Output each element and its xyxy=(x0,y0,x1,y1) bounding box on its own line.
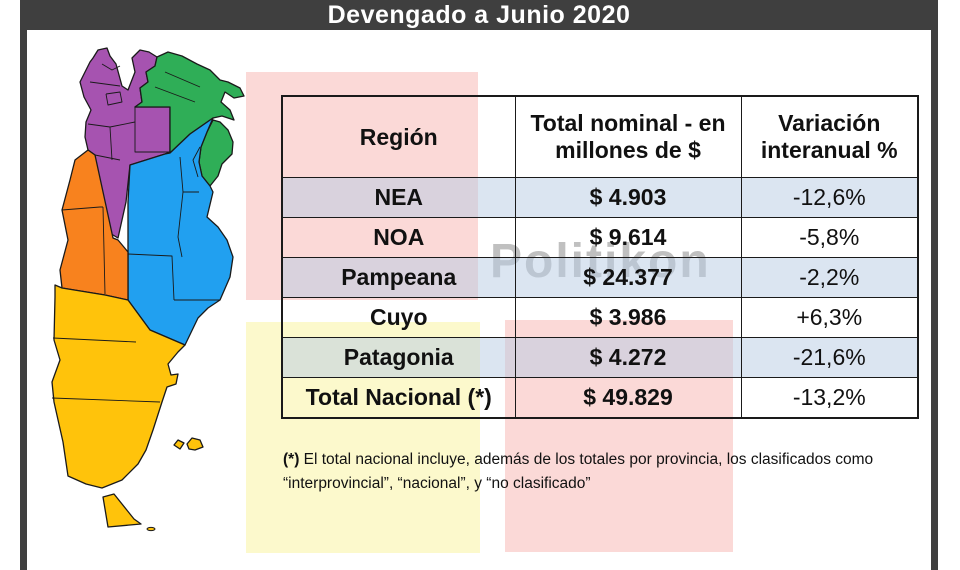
header-region: Región xyxy=(281,95,516,178)
page-title: Devengado a Junio 2020 xyxy=(327,0,631,29)
table-row: NOA $ 9.614 -5,8% xyxy=(281,217,919,258)
map-province-borders-patagonia xyxy=(51,337,161,403)
footnote-marker: (*) xyxy=(283,451,300,468)
table-row: Patagonia $ 4.272 -21,6% xyxy=(281,337,919,378)
cell-total: $ 24.377 xyxy=(514,257,742,298)
map-province-borders-nea xyxy=(154,71,214,133)
frame-right-border xyxy=(931,28,938,570)
map-region-cuyo xyxy=(59,149,129,301)
cell-total: $ 4.903 xyxy=(514,177,742,218)
cell-total: $ 4.272 xyxy=(514,337,742,378)
table-row: NEA $ 4.903 -12,6% xyxy=(281,177,919,218)
footnote-text: El total nacional incluye, además de los… xyxy=(283,451,874,492)
map-province-borders-pampeana xyxy=(127,146,220,301)
map-province-borders-cuyo xyxy=(61,206,106,295)
cell-variation: +6,3% xyxy=(740,297,919,338)
cell-region: Patagonia xyxy=(281,337,516,378)
cell-variation: -12,6% xyxy=(740,177,919,218)
cell-total: $ 9.614 xyxy=(514,217,742,258)
cell-variation: -2,2% xyxy=(740,257,919,298)
table-row: Pampeana $ 24.377 -2,2% xyxy=(281,257,919,298)
cell-region: Total Nacional (*) xyxy=(281,377,516,419)
cell-region: Pampeana xyxy=(281,257,516,298)
map-region-nea xyxy=(134,51,245,154)
cell-region: NEA xyxy=(281,177,516,218)
cell-region: NOA xyxy=(281,217,516,258)
cell-total: $ 3.986 xyxy=(514,297,742,338)
title-bar: Devengado a Junio 2020 xyxy=(20,0,938,30)
map-tierra-del-fuego xyxy=(102,493,142,528)
regional-data-table: Región Total nominal - en millones de $ … xyxy=(281,95,919,419)
table-header-row: Región Total nominal - en millones de $ … xyxy=(281,95,919,178)
table-row: Cuyo $ 3.986 +6,3% xyxy=(281,297,919,338)
cell-variation: -13,2% xyxy=(740,377,919,419)
table-row: Total Nacional (*) $ 49.829 -13,2% xyxy=(281,377,919,419)
cell-variation: -21,6% xyxy=(740,337,919,378)
frame-left-border xyxy=(20,28,27,570)
map-malvinas-east xyxy=(186,437,204,451)
map-malvinas-west xyxy=(173,439,185,450)
cell-variation: -5,8% xyxy=(740,217,919,258)
map-province-borders-noa xyxy=(87,63,170,161)
cell-total: $ 49.829 xyxy=(514,377,742,419)
argentina-region-map xyxy=(51,47,245,532)
cell-region: Cuyo xyxy=(281,297,516,338)
header-variation: Variación interanual % xyxy=(740,95,919,178)
map-region-patagonia xyxy=(51,284,186,489)
footnote: (*) El total nacional incluye, además de… xyxy=(283,448,915,496)
map-islet xyxy=(146,526,156,532)
header-total: Total nominal - en millones de $ xyxy=(514,95,742,178)
